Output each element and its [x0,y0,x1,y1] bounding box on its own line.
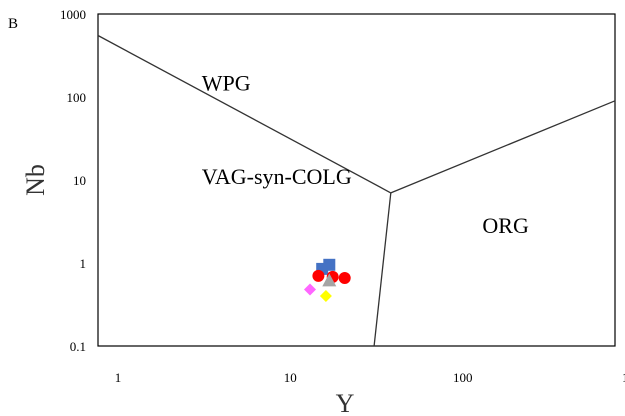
data-point-circle [312,269,325,282]
data-points [304,258,351,302]
x-tick-label: 1000 [622,370,625,385]
region-labels: WPG VAG-syn-COLG ORG [202,70,529,238]
y-tick-label: 100 [67,90,87,105]
x-axis-title: Y [336,389,355,416]
y-tick-label: 10 [73,173,86,188]
x-tick-label: 10 [284,370,297,385]
boundary-line-2 [390,100,616,194]
x-tick-label: 1 [115,370,122,385]
data-point-diamond [304,283,316,296]
y-tick-label: 1 [80,256,87,271]
field-boundaries [97,34,616,347]
boundary-line-1 [97,34,392,194]
data-point-diamond [319,290,332,302]
x-tick-labels: 1 10 100 1000 [115,370,625,385]
boundary-line-3 [373,192,392,347]
data-point-triangle [322,273,337,287]
x-tick-label: 100 [453,370,473,385]
y-tick-label: 1000 [60,7,86,22]
region-label-wpg: WPG [202,70,251,95]
y-tick-label: 0.1 [70,339,86,354]
data-point-circle [338,272,351,284]
region-label-vag-syn-colg: VAG-syn-COLG [202,164,352,189]
plot-area-frame [97,13,616,347]
y-tick-labels: 0.1 1 10 100 1000 [60,7,86,354]
y-axis-title: Nb [21,164,50,196]
panel-label: B [8,16,18,32]
region-label-org: ORG [482,213,529,238]
